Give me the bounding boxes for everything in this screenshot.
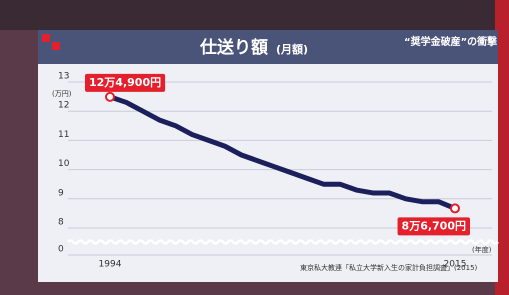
y-tick-label: 12: [58, 101, 69, 111]
y-tick-label: 0: [58, 245, 64, 255]
banner: “奨学金破産”の衝撃: [404, 35, 497, 48]
value-label: 12万4,900円: [89, 76, 161, 89]
axis-break: [68, 241, 498, 244]
x-unit: (年度): [472, 245, 492, 254]
top-band: [0, 0, 509, 30]
x-tick-label: 1994: [99, 260, 122, 270]
logo: [52, 42, 60, 50]
y-tick-label: 9: [58, 188, 64, 198]
data-point: [451, 204, 459, 212]
value-label: 8万6,700円: [402, 219, 466, 232]
screenshot: 仕送り額 (月額) “奨学金破産”の衝撃 (万円) (年度) 東京私大教連「私立…: [0, 0, 509, 295]
chart-title: 仕送り額: [199, 37, 268, 58]
x-tick-label: 2015: [444, 260, 467, 270]
chart-subtitle: (月額): [276, 42, 308, 56]
y-tick-label: 8: [58, 218, 64, 228]
y-unit: (万円): [52, 90, 72, 98]
data-point: [106, 93, 114, 101]
logo: [42, 34, 50, 42]
y-tick-label: 13: [58, 72, 69, 82]
y-tick-label: 10: [58, 159, 70, 169]
y-tick-label: 11: [58, 130, 69, 140]
